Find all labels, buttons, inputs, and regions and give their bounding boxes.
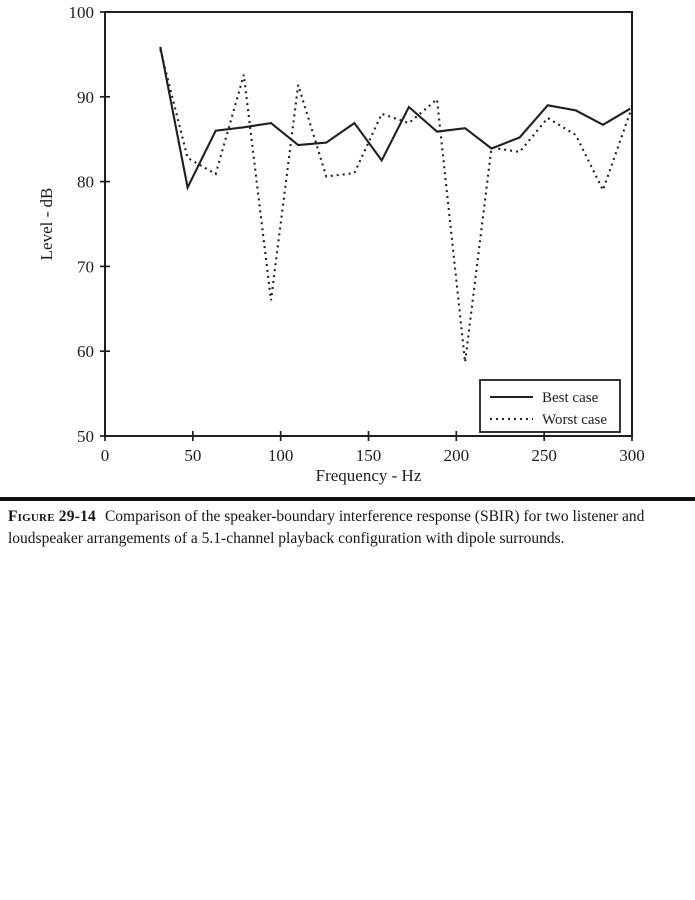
- plot-border: [104, 11, 633, 437]
- sbir-line-chart: 50 60 70 80 90 100 0 50 100 150 200 250 300 Frequency…: [37, 3, 645, 485]
- legend-label: Worst case: [542, 412, 607, 428]
- x-tick-label: 250: [531, 446, 557, 465]
- series-line-best-case: [159, 46, 631, 191]
- y-tick-label: 80: [77, 173, 94, 192]
- x-axis-title: Frequency - Hz: [316, 466, 422, 485]
- figure-29-14: 50 60 70 80 90 100 0 50 100 150 200 250 300 Frequency…: [0, 3, 695, 550]
- y-tick-label: 50: [77, 427, 94, 446]
- x-tick-label: 0: [101, 446, 110, 465]
- figure-caption-label: Figure 29-14: [8, 508, 96, 525]
- y-tick-label: 60: [77, 342, 94, 361]
- series-line-worst-case: [159, 49, 632, 363]
- legend-box: [479, 379, 621, 433]
- figure-caption-text: Comparison of the speaker-boundary inter…: [8, 508, 645, 547]
- x-tick-label: 100: [268, 446, 294, 465]
- x-tick-label: 150: [356, 446, 382, 465]
- y-tick-label: 70: [77, 257, 94, 276]
- y-tick-label: 90: [77, 88, 94, 107]
- sbir-chart: 50 60 70 80 90 100 0 50 100 150 200 250 300 Frequency…: [37, 3, 645, 485]
- legend-label: Best case: [542, 390, 599, 406]
- y-tick-label: 100: [69, 3, 95, 22]
- x-tick-label: 50: [184, 446, 201, 465]
- x-tick-label: 300: [619, 446, 645, 465]
- x-tick-label: 200: [444, 446, 470, 465]
- caption-divider-rule: [0, 497, 695, 501]
- figure-caption: Figure 29-14 Comparison of the speaker-bo…: [0, 506, 695, 550]
- y-axis-title: Level - dB: [37, 188, 56, 261]
